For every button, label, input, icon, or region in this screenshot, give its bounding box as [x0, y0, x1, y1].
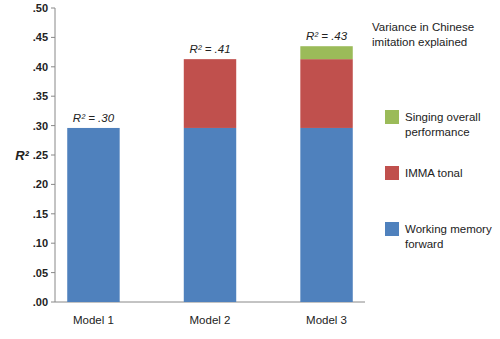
y-tick — [51, 213, 55, 214]
legend-label: Singing overall performance — [405, 110, 497, 140]
bar-segment — [300, 46, 352, 59]
bar-segment — [184, 59, 236, 128]
y-tick — [51, 96, 55, 97]
y-tick-label: .10 — [33, 237, 48, 249]
legend: Variance in Chinese imitation explained S… — [372, 20, 497, 278]
legend-item: IMMA tonal — [372, 166, 497, 222]
legend-title: Variance in Chinese imitation explained — [372, 20, 497, 50]
y-tick — [51, 125, 55, 126]
y-tick-label: .45 — [33, 31, 48, 43]
y-tick — [51, 184, 55, 185]
bar-segment — [300, 59, 352, 128]
legend-label: IMMA tonal — [405, 166, 497, 181]
legend-swatch — [385, 110, 399, 124]
y-tick-label: .15 — [33, 208, 48, 220]
y-axis-label: R² — [15, 148, 29, 163]
y-tick — [51, 8, 55, 9]
bars — [67, 46, 353, 302]
legend-label: Working memory forward — [405, 222, 497, 252]
y-tick-label: .25 — [33, 149, 48, 161]
annotation: R² = .41 — [189, 43, 230, 55]
y-tick — [51, 302, 55, 303]
legend-item: Working memory forward — [372, 222, 497, 278]
x-tick-label: Model 3 — [306, 314, 347, 326]
y-tick-label: .50 — [33, 2, 48, 14]
annotation: R² = .30 — [73, 112, 115, 124]
y-tick — [51, 37, 55, 38]
x-tick-label: Model 1 — [73, 314, 114, 326]
legend-swatch — [385, 166, 399, 180]
y-tick-label: .30 — [33, 120, 48, 132]
y-tick-label: .00 — [33, 296, 48, 308]
y-tick-label: .35 — [33, 90, 48, 102]
annotation: R² = .43 — [306, 30, 348, 42]
bar-segment — [67, 128, 119, 302]
y-tick-label: .40 — [33, 61, 48, 73]
y-tick — [51, 66, 55, 67]
legend-item: Singing overall performance — [372, 110, 497, 166]
y-tick — [51, 272, 55, 273]
y-tick — [51, 155, 55, 156]
y-tick-label: .20 — [33, 178, 48, 190]
bar-segment — [184, 128, 236, 302]
x-tick-label: Model 2 — [190, 314, 231, 326]
bar-segment — [300, 128, 352, 302]
y-tick-label: .05 — [33, 267, 48, 279]
legend-swatch — [385, 222, 399, 236]
y-tick — [51, 243, 55, 244]
